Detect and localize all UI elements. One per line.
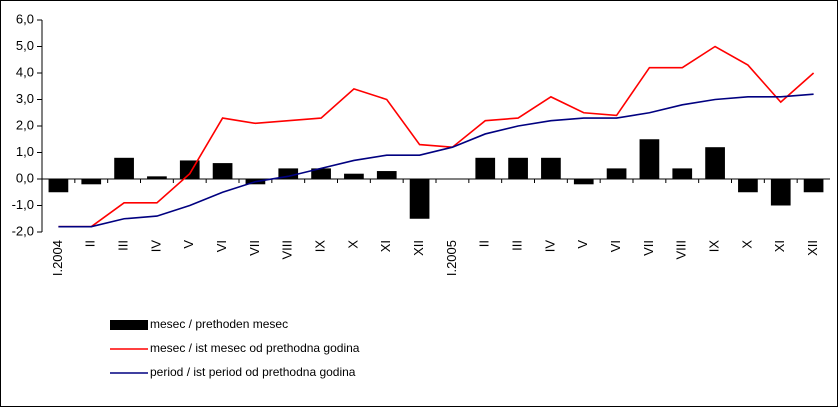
x-tick-label: XII (805, 240, 820, 256)
y-tick-label: -2,0 (12, 223, 34, 238)
x-tick-label: XII (411, 240, 426, 256)
bar (212, 163, 233, 179)
y-tick-label: 1,0 (16, 144, 34, 159)
y-tick-label: 3,0 (16, 91, 34, 106)
x-tick-label: III (510, 240, 525, 251)
bar (376, 171, 397, 179)
x-tick-label: VII (641, 240, 656, 256)
x-tick-label: IX (707, 240, 722, 253)
y-tick-label: 0,0 (16, 170, 34, 185)
bar (114, 157, 134, 179)
bar (442, 179, 463, 180)
legend-swatch (110, 320, 148, 330)
x-tick-label: V (181, 240, 196, 249)
bar (541, 157, 561, 179)
y-tick-label: -1,0 (12, 197, 34, 212)
x-tick-label: XI (772, 240, 787, 252)
x-tick-label: VIII (674, 240, 689, 260)
bar (803, 179, 824, 193)
bar (508, 157, 528, 179)
bar (48, 179, 69, 193)
x-tick-label: I.2004 (50, 240, 65, 276)
x-tick-label: V (575, 240, 590, 249)
bar (344, 173, 364, 179)
bar (639, 139, 660, 179)
x-tick-label: VII (247, 240, 262, 256)
bar (81, 179, 102, 185)
x-tick-label: III (116, 240, 131, 251)
bar (770, 179, 791, 206)
bar (147, 176, 167, 179)
bar (738, 179, 758, 193)
legend-label: mesec / prethoden mesec (150, 317, 288, 331)
bar (475, 157, 496, 179)
x-tick-label: IV (148, 240, 163, 253)
bar (278, 168, 299, 179)
x-tick-label: VI (608, 240, 623, 252)
bar (573, 179, 594, 185)
bar (672, 168, 693, 179)
x-tick-label: IV (542, 240, 557, 253)
bar (606, 168, 627, 179)
x-tick-label: IX (313, 240, 328, 253)
x-tick-label: X (739, 240, 754, 249)
legend-label: period / ist period od prethodna godina (150, 365, 356, 379)
x-tick-label: VI (214, 240, 229, 252)
x-tick-label: X (345, 240, 360, 249)
x-tick-label: II (83, 240, 98, 247)
line (58, 45, 815, 228)
bar (705, 147, 725, 179)
bar (311, 168, 331, 179)
line (58, 93, 814, 228)
bar (409, 179, 430, 219)
legend-label: mesec / ist mesec od prethodna godina (150, 341, 360, 355)
x-tick-label: II (477, 240, 492, 247)
y-tick-label: 5,0 (16, 38, 34, 53)
y-tick-label: 2,0 (16, 117, 34, 132)
x-tick-label: VIII (280, 240, 295, 260)
x-tick-label: I.2005 (444, 240, 459, 276)
x-tick-label: XI (378, 240, 393, 252)
y-tick-label: 4,0 (16, 64, 34, 79)
y-tick-label: 6,0 (16, 11, 34, 26)
